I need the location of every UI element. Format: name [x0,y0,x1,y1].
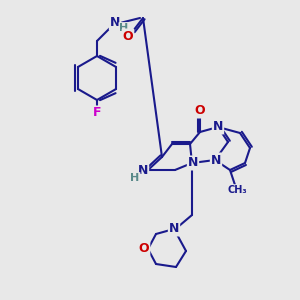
Text: H: H [119,23,129,33]
Text: H: H [130,173,140,183]
Text: N: N [213,121,223,134]
Text: N: N [169,223,179,236]
Text: O: O [123,29,133,43]
Text: F: F [93,106,101,119]
Text: O: O [139,242,149,256]
Text: N: N [211,154,221,166]
Text: CH₃: CH₃ [227,185,247,195]
Text: O: O [195,104,205,118]
Text: N: N [138,164,148,176]
Text: N: N [188,157,198,169]
Text: N: N [110,16,120,29]
